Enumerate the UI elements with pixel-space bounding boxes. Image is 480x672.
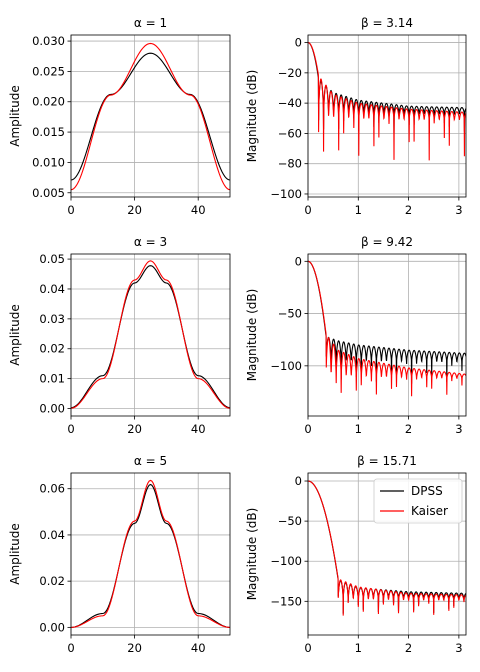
y-axis-label: Amplitude xyxy=(8,304,22,366)
subplot-1: 0 20 40 0.005 0.010 0.015 0.020 0.025 0.030 α = 1… xyxy=(8,16,231,217)
y-tick-label: 0.00 xyxy=(39,402,65,416)
subplot-3: 0 20 40 0.00 0.01 0.02 0.03 0.04 0.05 α = 3 Amplit… xyxy=(8,235,231,436)
y-tick-label: 0.04 xyxy=(39,528,65,542)
legend-box xyxy=(373,478,463,524)
y-tick-label: −100 xyxy=(270,359,302,373)
x-tick-label: 3 xyxy=(455,641,462,655)
x-tick-label: 0 xyxy=(304,203,311,217)
x-tick-label: 0 xyxy=(67,641,74,655)
x-tick-label: 3 xyxy=(455,422,462,436)
y-tick-label: 0.015 xyxy=(32,125,65,139)
series-line-kaiser xyxy=(308,480,466,616)
x-tick-label: 20 xyxy=(127,422,142,436)
x-tick-label: 3 xyxy=(455,203,462,217)
x-tick-label: 40 xyxy=(191,203,206,217)
y-tick-label: 0.020 xyxy=(32,95,65,109)
y-tick-label: 0.005 xyxy=(32,186,65,200)
y-tick-label: 0.030 xyxy=(32,34,65,48)
legend-label-kaiser: Kaiser xyxy=(411,504,448,518)
y-tick-label: 0 xyxy=(295,36,302,50)
series-line-dpss xyxy=(71,52,230,181)
x-tick-label: 1 xyxy=(355,641,362,655)
x-tick-label: 0 xyxy=(67,203,74,217)
y-tick-label: −50 xyxy=(278,307,302,321)
axes-frame xyxy=(307,253,467,417)
series-line-dpss xyxy=(308,260,466,384)
subplot-title: α = 3 xyxy=(134,235,167,249)
series-line-dpss xyxy=(308,42,466,134)
series-line-kaiser xyxy=(308,260,466,397)
axes-frame xyxy=(70,34,231,198)
series-line-dpss xyxy=(71,483,230,628)
subplot-4: 0 1 2 3 0 −50 −100 β = 9.42 Magnitude (dB) xyxy=(245,235,467,436)
subplot-title: β = 3.14 xyxy=(361,16,413,30)
series-line-kaiser xyxy=(308,42,466,161)
x-tick-label: 0 xyxy=(67,422,74,436)
subplot-title: β = 15.71 xyxy=(357,454,417,468)
subplot-2: 0 1 2 3 0 −20 −40 −60 −80 −100 β = 3.14 Magnitude (… xyxy=(245,16,467,217)
series-line-kaiser xyxy=(71,260,230,409)
y-tick-label: 0.04 xyxy=(39,282,65,296)
y-tick-label: −50 xyxy=(278,514,302,528)
series-line-dpss xyxy=(71,265,230,409)
y-tick-label: −40 xyxy=(278,96,302,110)
series-line-kaiser xyxy=(71,42,230,191)
y-tick-label: 0.02 xyxy=(39,574,65,588)
y-tick-label: 0.02 xyxy=(39,342,65,356)
series-line-kaiser xyxy=(71,479,230,628)
x-tick-label: 0 xyxy=(304,422,311,436)
y-tick-label: 0.025 xyxy=(32,64,65,78)
x-tick-label: 0 xyxy=(304,641,311,655)
y-tick-label: 0.00 xyxy=(39,620,65,634)
x-tick-label: 2 xyxy=(405,203,412,217)
y-axis-label: Amplitude xyxy=(8,523,22,585)
axes-frame xyxy=(307,34,467,198)
x-tick-label: 20 xyxy=(127,641,142,655)
axes-frame xyxy=(307,472,467,636)
y-tick-label: −150 xyxy=(270,594,302,608)
axes-frame xyxy=(70,253,231,417)
y-tick-label: −100 xyxy=(270,187,302,201)
subplot-title: α = 1 xyxy=(134,16,167,30)
legend: DPSS Kaiser xyxy=(373,478,463,524)
subplot-6: 0 1 2 3 0 −50 −100 −150 β = 15.71 Magnitude (dB) D… xyxy=(245,454,467,655)
x-tick-label: 2 xyxy=(405,422,412,436)
y-axis-label: Amplitude xyxy=(8,85,22,147)
y-axis-label: Magnitude (dB) xyxy=(245,508,259,601)
y-axis-label: Magnitude (dB) xyxy=(245,289,259,382)
y-tick-label: −100 xyxy=(270,554,302,568)
y-axis-label: Magnitude (dB) xyxy=(245,70,259,163)
y-tick-label: −60 xyxy=(278,126,302,140)
y-tick-label: 0 xyxy=(295,254,302,268)
x-tick-label: 1 xyxy=(355,203,362,217)
axes-frame xyxy=(70,472,231,636)
y-tick-label: 0.05 xyxy=(39,252,65,266)
x-tick-label: 2 xyxy=(405,641,412,655)
x-tick-label: 40 xyxy=(191,641,206,655)
y-tick-label: −80 xyxy=(278,157,302,171)
y-tick-label: −20 xyxy=(278,66,302,80)
subplot-title: β = 9.42 xyxy=(361,235,413,249)
x-tick-label: 20 xyxy=(127,203,142,217)
x-tick-label: 1 xyxy=(355,422,362,436)
y-tick-label: 0 xyxy=(295,474,302,488)
x-tick-label: 40 xyxy=(191,422,206,436)
y-tick-label: 0.03 xyxy=(39,312,65,326)
subplot-5: 0 20 40 0.00 0.02 0.04 0.06 α = 5 Amplitude xyxy=(8,454,231,655)
y-tick-label: 0.010 xyxy=(32,155,65,169)
y-tick-label: 0.06 xyxy=(39,482,65,496)
y-tick-label: 0.01 xyxy=(39,372,65,386)
legend-label-dpss: DPSS xyxy=(411,484,443,498)
subplot-title: α = 5 xyxy=(134,454,167,468)
